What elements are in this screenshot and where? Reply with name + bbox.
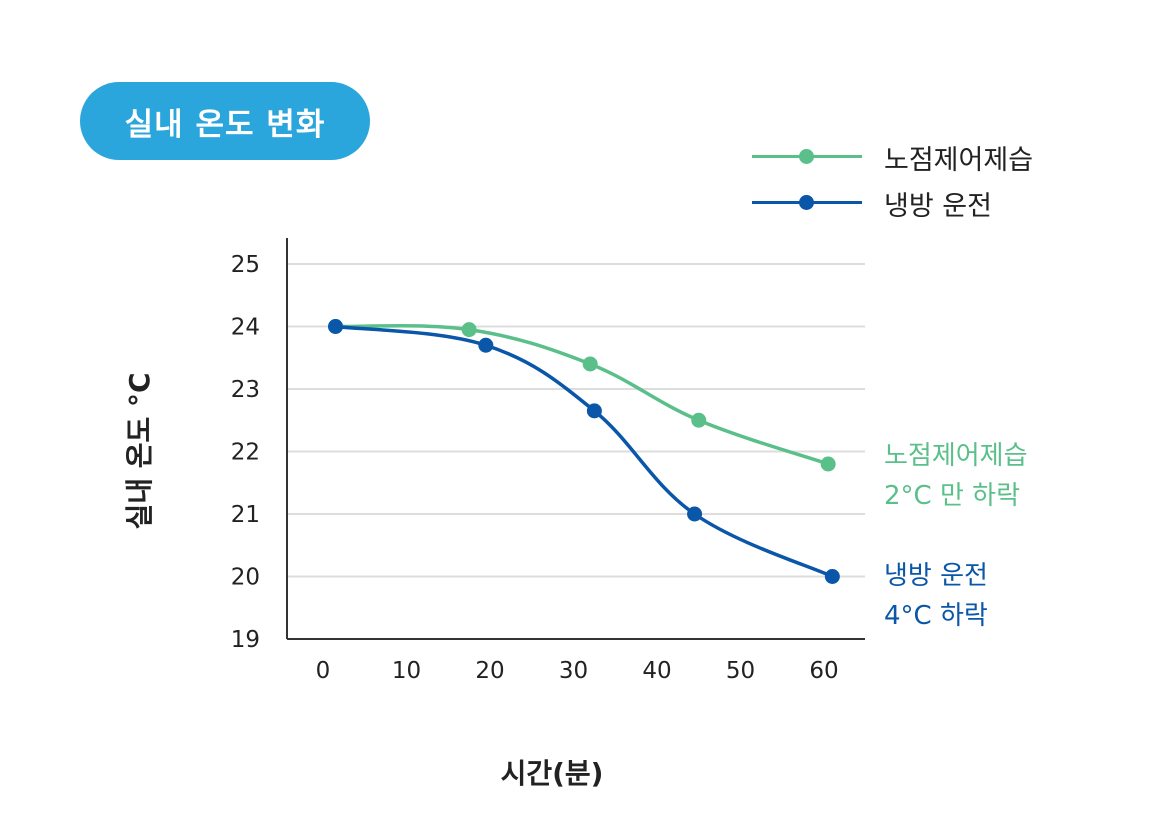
annotation-cooling-line-2: 4°C 하락	[884, 601, 988, 631]
x-tick-label-30: 30	[559, 658, 588, 684]
data-point-cooling-0	[328, 319, 344, 334]
chart-title: 실내 온도 변화	[80, 82, 370, 160]
annotation-dehumidify-line-1: 노점제어제습	[884, 441, 1028, 471]
legend-swatch-cooling	[752, 193, 862, 213]
annotation-dehumidify-line-2: 2°C 만 하락	[884, 481, 1020, 511]
chart-legend: 노점제어제습 냉방 운전	[752, 134, 1092, 226]
y-tick-label-19: 19	[231, 627, 260, 653]
y-tick-label-21: 21	[231, 502, 260, 528]
data-point-dehumidify-3	[691, 412, 707, 428]
annotation-cooling: 냉방 운전 4°C 하락	[884, 556, 988, 636]
x-tick-label-0: 0	[316, 658, 331, 684]
x-tick-label-20: 20	[475, 658, 504, 684]
x-tick-label-60: 60	[809, 658, 838, 684]
series-line-dehumidify	[335, 323, 829, 466]
data-point-dehumidify-4	[820, 456, 836, 472]
legend-label-cooling: 냉방 운전	[884, 190, 992, 222]
data-point-dehumidify-2	[582, 356, 598, 372]
x-axis-title: 시간(분)	[500, 757, 604, 790]
x-tick-label-50: 50	[726, 658, 755, 684]
y-tick-label-22: 22	[231, 440, 260, 466]
y-tick-label-25: 25	[231, 252, 260, 278]
data-point-cooling-1	[478, 337, 494, 353]
legend-label-dehumidify: 노점제어제습	[884, 144, 1034, 176]
y-tick-label-23: 23	[231, 377, 260, 403]
y-tick-label-24: 24	[231, 315, 260, 341]
legend-item-cooling: 냉방 운전	[752, 180, 1092, 226]
annotation-cooling-line-1: 냉방 운전	[884, 561, 988, 591]
data-point-cooling-4	[824, 569, 840, 584]
x-tick-label-10: 10	[392, 658, 421, 684]
legend-item-dehumidify: 노점제어제습	[752, 134, 1092, 180]
legend-swatch-dehumidify	[752, 147, 862, 167]
annotation-dehumidify: 노점제어제습 2°C 만 하락	[884, 436, 1028, 516]
data-point-dehumidify-1	[461, 322, 477, 338]
x-tick-label-40: 40	[642, 658, 671, 684]
data-point-cooling-2	[586, 403, 602, 419]
data-point-cooling-3	[687, 506, 703, 522]
y-tick-label-20: 20	[231, 565, 260, 591]
